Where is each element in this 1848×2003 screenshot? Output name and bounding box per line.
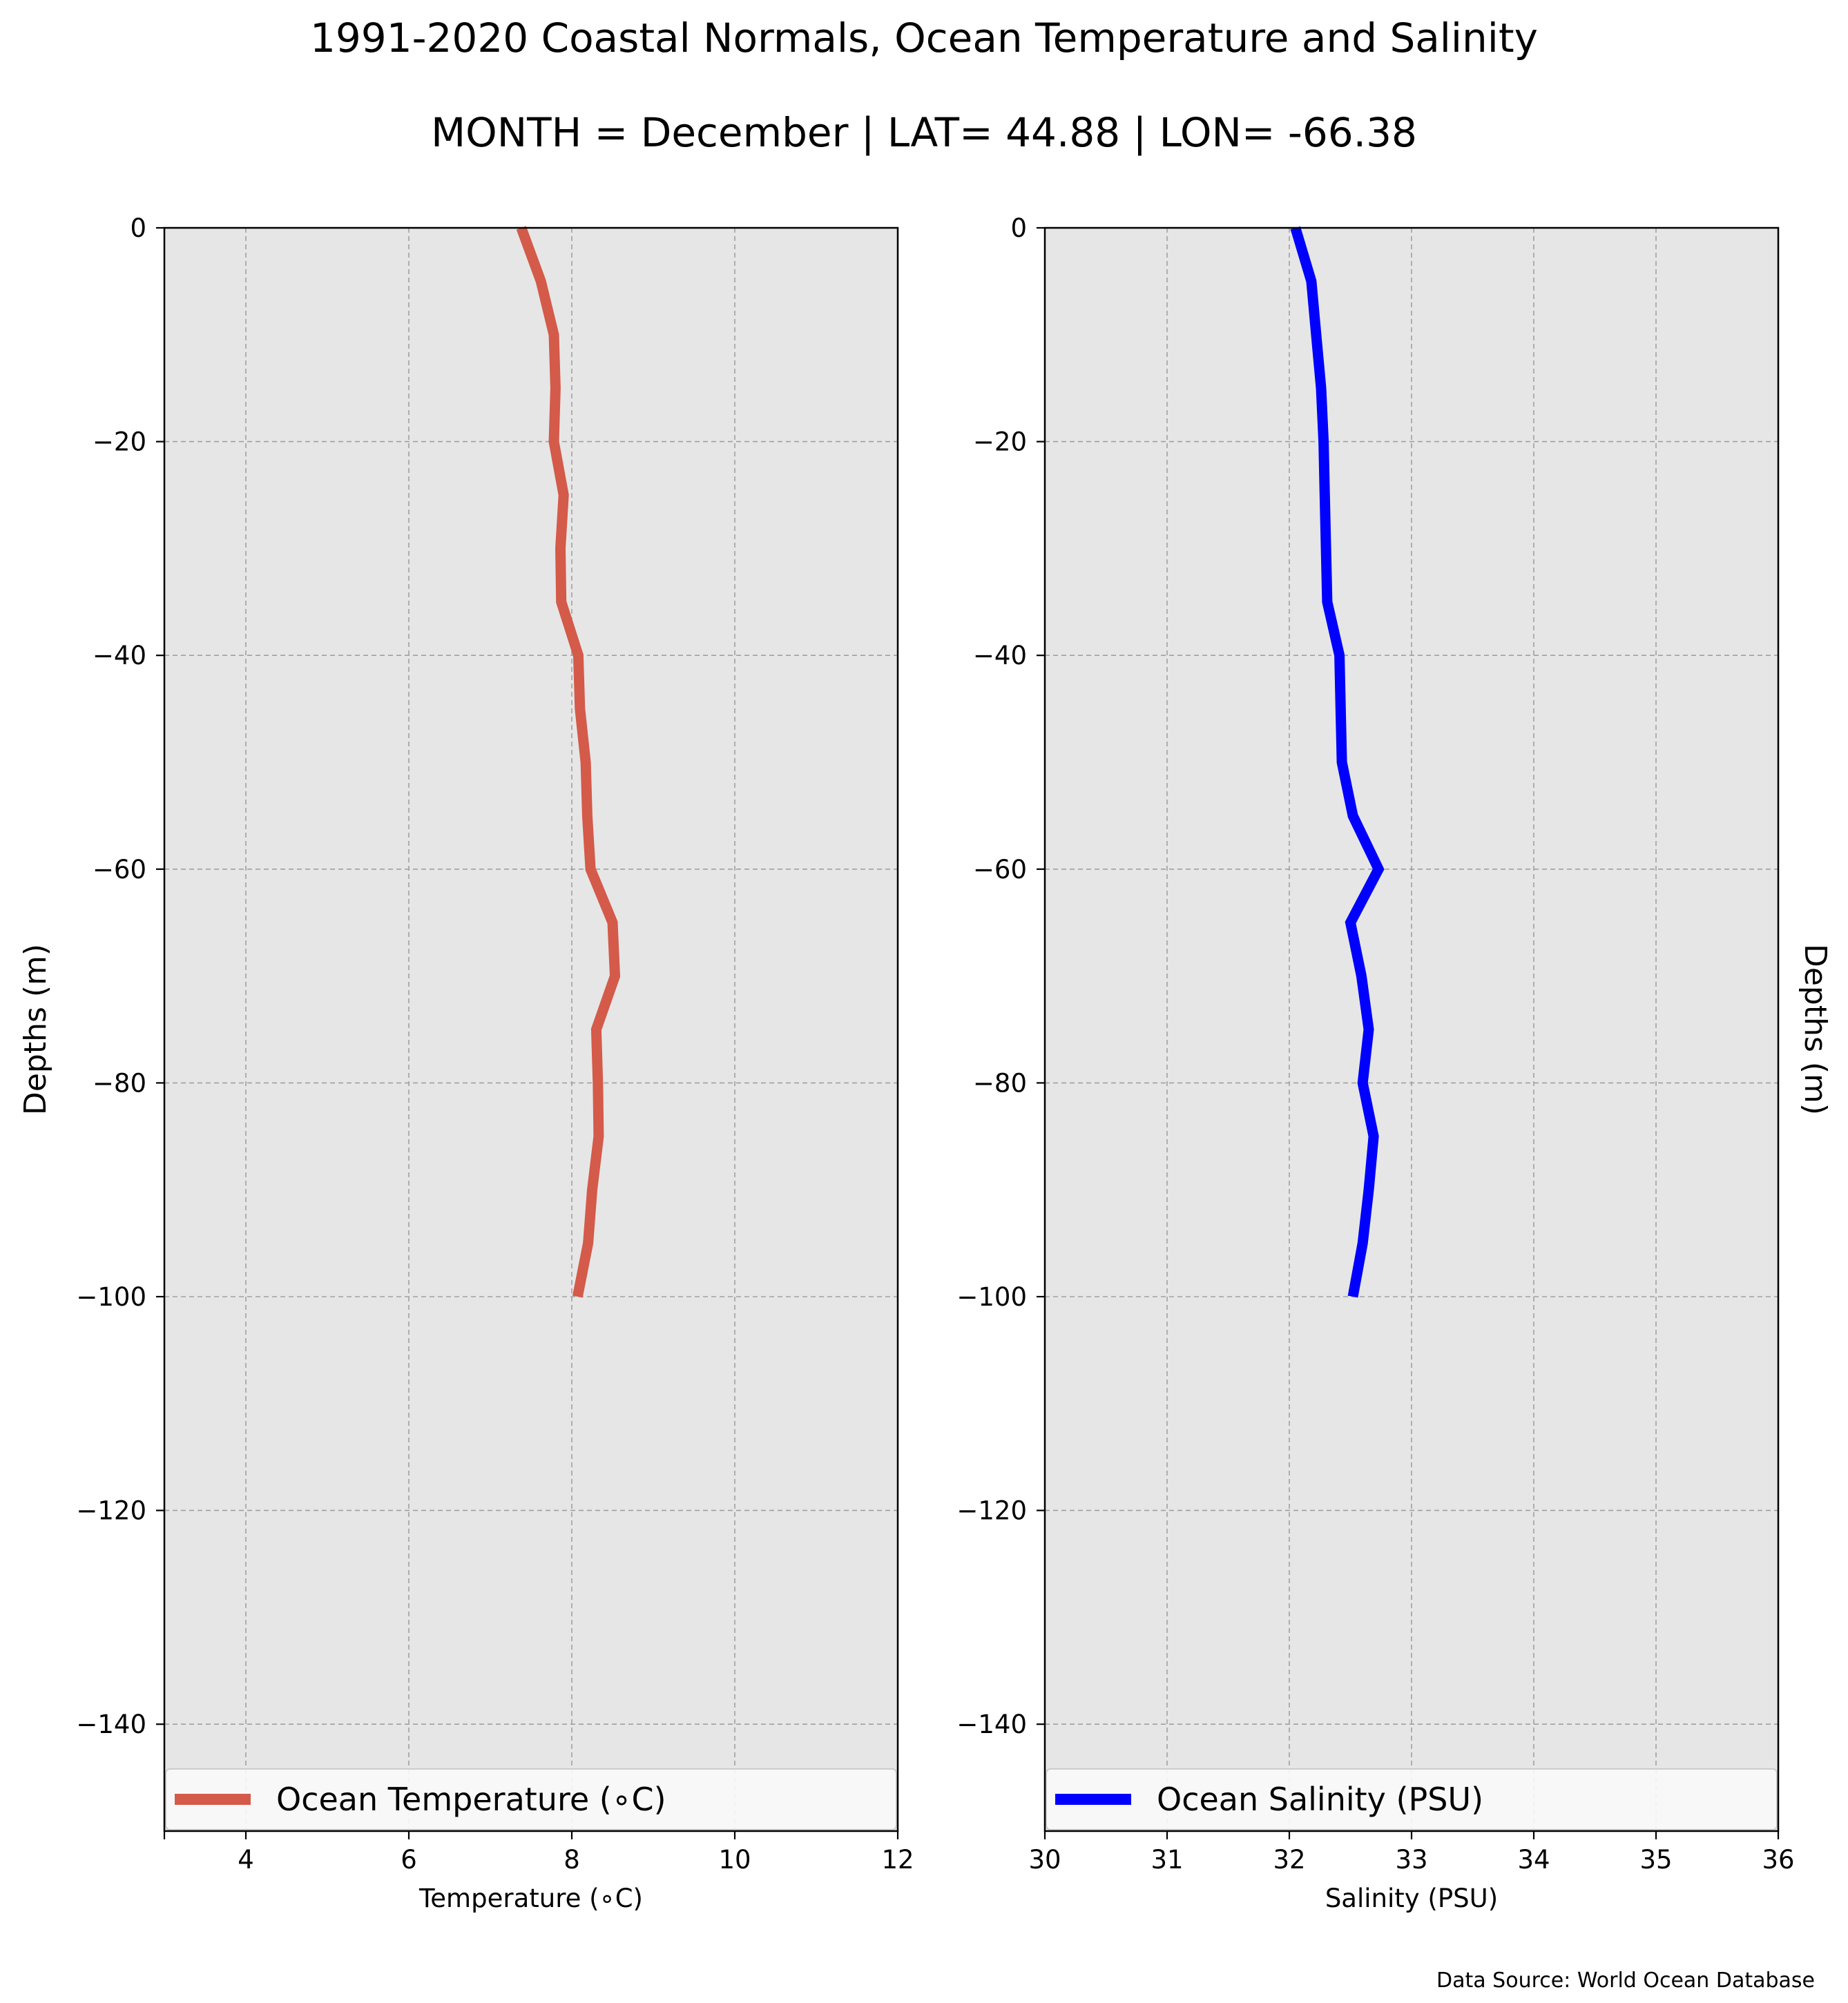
salinity-y-tick-label: −80 — [973, 1068, 1027, 1098]
salinity-series-line — [1290, 226, 1385, 1298]
temperature-x-tick-label: 8 — [564, 1845, 580, 1875]
chart-title: 1991-2020 Coastal Normals, Ocean Tempera… — [310, 14, 1538, 61]
salinity-y-axis-label: Depths (m) — [1798, 944, 1833, 1115]
salinity-y-tick-label: −60 — [973, 855, 1027, 884]
salinity-x-tick-label: 36 — [1762, 1845, 1794, 1875]
salinity-legend-label: Ocean Salinity (PSU) — [1157, 1781, 1483, 1818]
salinity-x-tick-label: 32 — [1273, 1845, 1305, 1875]
temperature-y-tick-label: 0 — [130, 213, 146, 243]
temperature-y-tick-label: −60 — [93, 855, 146, 884]
salinity-panel: Ocean Salinity (PSU) 30 31 32 33 34 35 36 0 −20 −4… — [956, 213, 1833, 1913]
chart-subtitle: MONTH = December | LAT= 44.88 | LON= -66… — [431, 109, 1417, 156]
temperature-y-tick-label: −80 — [93, 1068, 146, 1098]
temperature-legend: Ocean Temperature (∘C) — [165, 1768, 897, 1830]
temperature-y-tick-label: −20 — [93, 427, 146, 457]
salinity-x-tick-label: 33 — [1395, 1845, 1427, 1875]
temperature-x-axis-label: Temperature (∘C) — [418, 1884, 643, 1913]
temperature-x-tick-label: 6 — [401, 1845, 417, 1875]
salinity-y-tick-label: −20 — [973, 427, 1027, 457]
temperature-y-tick-label: −140 — [76, 1710, 146, 1739]
salinity-y-tick-label: −40 — [973, 641, 1027, 670]
salinity-y-tick-label: −120 — [956, 1496, 1027, 1526]
salinity-y-tick-label: −140 — [956, 1710, 1027, 1739]
data-source-note: Data Source: World Ocean Database — [1436, 1968, 1815, 1993]
salinity-legend-box — [1046, 1768, 1778, 1830]
salinity-y-tick-label: 0 — [1010, 213, 1027, 243]
temperature-y-axis-label: Depths (m) — [18, 944, 53, 1115]
temperature-y-tick-label: −120 — [76, 1496, 146, 1526]
salinity-x-tick-label: 30 — [1028, 1845, 1061, 1875]
salinity-legend: Ocean Salinity (PSU) — [1046, 1768, 1778, 1830]
salinity-x-axis-label: Salinity (PSU) — [1325, 1884, 1498, 1913]
temperature-y-tick-label: −100 — [76, 1282, 146, 1312]
temperature-series-line — [516, 226, 621, 1298]
temperature-x-tick-label: 12 — [881, 1845, 914, 1875]
temperature-legend-label: Ocean Temperature (∘C) — [276, 1781, 666, 1818]
salinity-x-tick-label: 35 — [1639, 1845, 1672, 1875]
temperature-plot-area — [164, 228, 898, 1831]
temperature-legend-box — [165, 1768, 897, 1830]
temperature-y-tick-label: −40 — [93, 641, 146, 670]
salinity-x-tick-label: 34 — [1517, 1845, 1550, 1875]
temperature-x-tick-label: 10 — [718, 1845, 751, 1875]
salinity-x-tick-label: 31 — [1151, 1845, 1183, 1875]
temperature-panel: Ocean Temperature (∘C) 4 6 8 10 12 0 −20 −40 −60 −… — [18, 213, 914, 1913]
temperature-axes-frame — [163, 226, 899, 1832]
salinity-y-tick-label: −100 — [956, 1282, 1027, 1312]
temperature-x-tick-label: 4 — [238, 1845, 254, 1875]
